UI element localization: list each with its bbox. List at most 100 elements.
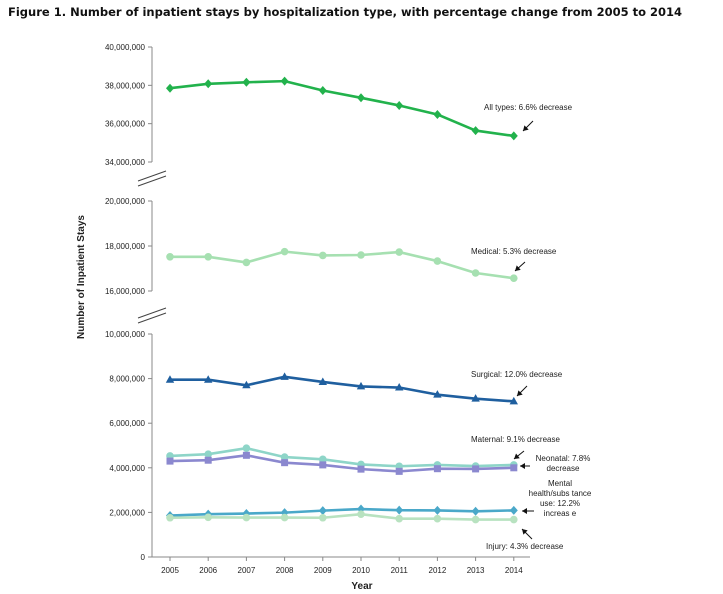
data-point-surgical xyxy=(242,380,251,389)
annotation-arrowhead-injury xyxy=(522,529,528,535)
y-tick-label: 16,000,000 xyxy=(105,287,146,296)
y-tick-label: 18,000,000 xyxy=(105,242,146,251)
y-tick-label: 6,000,000 xyxy=(109,419,145,428)
data-point-injury xyxy=(510,515,518,524)
data-point-injury xyxy=(319,513,327,522)
annotation-arrowhead-mental-health-substance-use xyxy=(522,508,527,514)
data-point-all-types xyxy=(395,100,404,110)
data-point-mental-health-substance-use xyxy=(395,505,404,515)
data-point-medical xyxy=(395,248,404,256)
data-point-injury xyxy=(471,515,480,524)
data-point-medical xyxy=(280,247,289,256)
y-tick-label: 10,000,000 xyxy=(105,330,146,339)
data-point-medical xyxy=(242,258,251,267)
annotation-arrowhead-neonatal xyxy=(520,463,525,469)
y-tick-label: 36,000,000 xyxy=(105,120,146,129)
data-point-neonatal xyxy=(319,461,327,469)
y-tick-label: 8,000,000 xyxy=(109,375,145,384)
series-line-medical xyxy=(170,250,514,280)
data-point-all-types xyxy=(318,86,327,96)
x-tick-label: 2012 xyxy=(429,566,447,575)
series-line-maternal xyxy=(169,446,514,468)
data-point-mental-health-substance-use xyxy=(471,506,480,516)
y-tick-label: 20,000,000 xyxy=(105,197,146,206)
data-point-surgical xyxy=(433,390,442,398)
data-point-medical xyxy=(433,257,442,265)
data-point-medical xyxy=(166,252,174,261)
x-tick-label: 2014 xyxy=(505,566,523,575)
data-point-all-types xyxy=(242,77,251,87)
y-axis-title: Number of Inpatient Stays xyxy=(76,215,87,339)
x-tick-label: 2005 xyxy=(161,566,179,575)
y-tick-label: 4,000,000 xyxy=(109,464,145,473)
data-point-injury xyxy=(357,510,365,518)
y-tick-label: 40,000,000 xyxy=(105,43,146,52)
y-tick-label: 0 xyxy=(141,553,146,562)
annotation-mental-health-substance-use: increas e xyxy=(544,509,577,518)
annotation-arrowhead-all-types xyxy=(523,125,529,131)
data-point-injury xyxy=(204,513,212,522)
annotation-all-types: All types: 6.6% decrease xyxy=(484,103,573,112)
data-point-medical xyxy=(357,251,365,259)
x-axis-title: Year xyxy=(351,581,372,592)
data-point-neonatal xyxy=(510,464,518,472)
annotation-injury: Injury: 4.3% decrease xyxy=(486,542,564,551)
data-point-medical xyxy=(204,252,212,261)
data-point-neonatal xyxy=(433,465,441,473)
data-point-all-types xyxy=(509,131,518,141)
series-line-neonatal xyxy=(169,454,514,473)
data-point-medical xyxy=(510,274,518,282)
annotation-medical: Medical: 5.3% decrease xyxy=(471,247,557,256)
data-point-all-types xyxy=(433,109,442,119)
x-tick-label: 2008 xyxy=(276,566,294,575)
data-point-maternal xyxy=(280,453,289,461)
series-line-mental-health-substance-use xyxy=(169,507,514,517)
data-point-all-types xyxy=(471,126,480,136)
x-tick-label: 2010 xyxy=(352,566,370,575)
data-point-neonatal xyxy=(166,457,174,465)
axis-break-middle xyxy=(137,307,167,319)
data-point-surgical xyxy=(204,375,213,383)
x-tick-label: 2007 xyxy=(238,566,256,575)
data-point-mental-health-substance-use xyxy=(433,505,442,515)
data-point-surgical xyxy=(509,396,518,405)
annotation-neonatal: Neonatal: 7.8% xyxy=(536,454,591,463)
x-tick-label: 2006 xyxy=(199,566,217,575)
data-point-all-types xyxy=(204,79,213,89)
data-point-injury xyxy=(280,513,289,522)
data-point-injury xyxy=(433,514,442,523)
data-point-surgical xyxy=(471,394,480,402)
annotation-maternal: Maternal: 9.1% decrease xyxy=(471,435,560,444)
data-point-surgical xyxy=(280,372,289,380)
annotation-mental-health-substance-use: Mental xyxy=(548,479,572,488)
x-tick-label: 2013 xyxy=(467,566,485,575)
annotation-arrowhead-maternal xyxy=(514,453,520,459)
data-point-surgical xyxy=(318,377,327,385)
annotation-mental-health-substance-use: use: 12.2% xyxy=(540,499,580,508)
data-point-neonatal xyxy=(242,451,250,459)
data-point-neonatal xyxy=(204,456,212,464)
x-tick-label: 2009 xyxy=(314,566,332,575)
data-point-neonatal xyxy=(472,465,480,473)
data-point-injury xyxy=(242,513,251,522)
data-point-medical xyxy=(319,251,327,260)
data-point-mental-health-substance-use xyxy=(318,506,327,516)
data-point-mental-health-substance-use xyxy=(509,505,518,515)
data-point-surgical xyxy=(395,383,404,391)
axis-break-top xyxy=(137,175,167,187)
annotation-arrowhead-medical xyxy=(515,265,521,271)
annotation-neonatal: decrease xyxy=(547,464,580,473)
axis-break-top xyxy=(137,170,167,182)
data-point-all-types xyxy=(166,83,174,93)
annotation-surgical: Surgical: 12.0% decrease xyxy=(471,370,563,379)
figure-title: Figure 1. Number of inpatient stays by h… xyxy=(8,5,682,19)
series-line-surgical xyxy=(170,375,514,403)
data-point-neonatal xyxy=(395,467,403,475)
data-point-all-types xyxy=(280,76,289,86)
data-point-injury xyxy=(166,513,174,522)
data-point-medical xyxy=(471,269,480,277)
annotation-mental-health-substance-use: health/subs tance xyxy=(529,489,592,498)
series-line-injury xyxy=(169,512,514,521)
data-point-maternal xyxy=(319,455,327,464)
